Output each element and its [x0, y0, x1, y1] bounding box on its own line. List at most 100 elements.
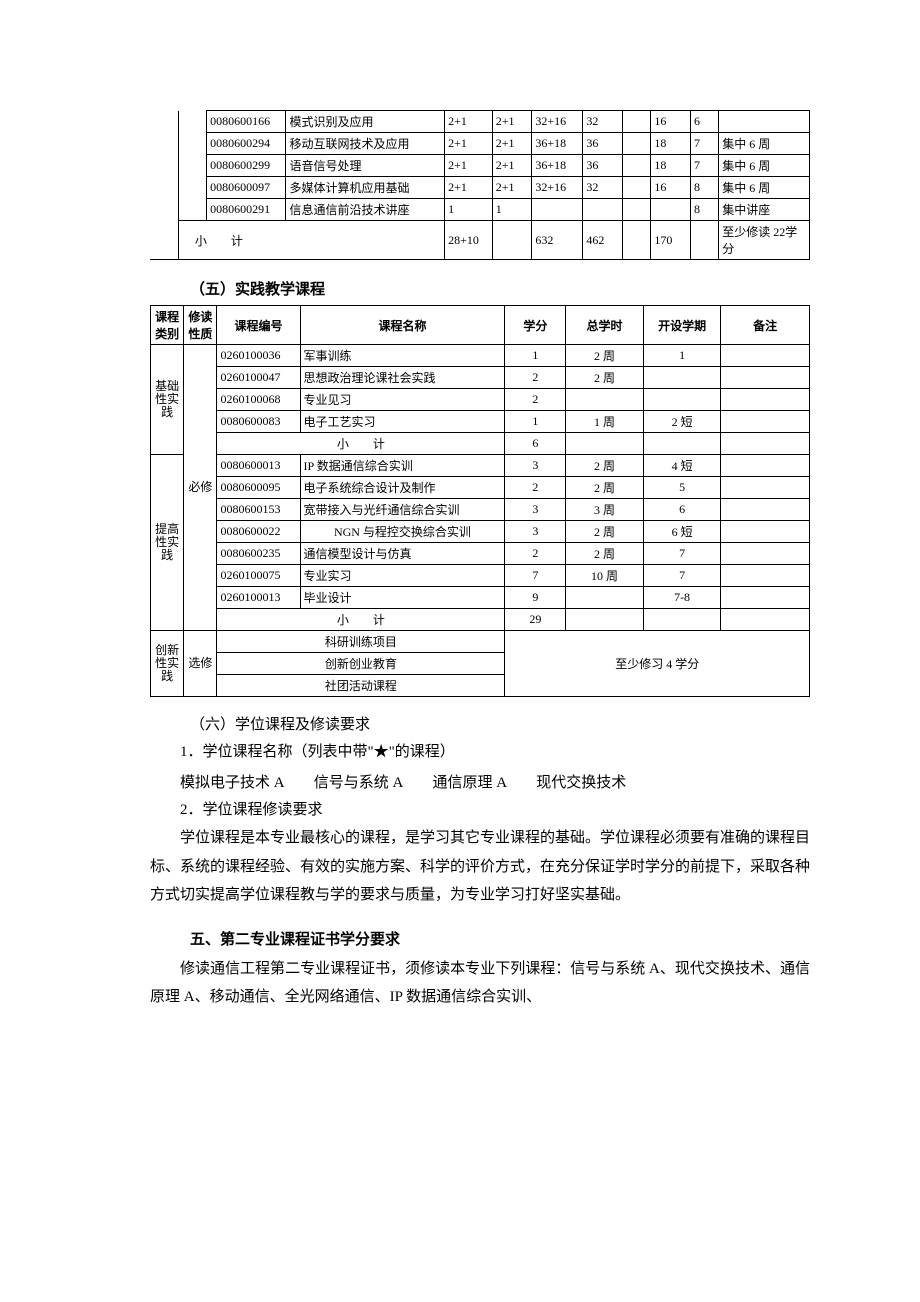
cell: 1 — [505, 411, 566, 433]
cell — [532, 199, 583, 221]
cell: 28+10 — [445, 221, 493, 260]
th-term: 开设学期 — [643, 306, 721, 345]
cell: 2 周 — [566, 477, 644, 499]
table-row: 0260100068 专业见习 2 — [151, 389, 810, 411]
cell-note: 集中 6 周 — [719, 177, 810, 199]
cell — [643, 609, 721, 631]
cell: 2 周 — [566, 367, 644, 389]
table-row: 0080600153 宽带接入与光纤通信综合实训 3 3 周 6 — [151, 499, 810, 521]
cell: 2 周 — [566, 345, 644, 367]
cell-note — [719, 111, 810, 133]
cell-code: 0260100068 — [217, 389, 300, 411]
cell-code: 0080600294 — [207, 133, 286, 155]
cell-code: 0080600013 — [217, 455, 300, 477]
cell: 1 周 — [566, 411, 644, 433]
cell: 36+18 — [532, 155, 583, 177]
cell: 6 — [643, 499, 721, 521]
cell: 16 — [651, 177, 691, 199]
category-advanced: 提高性实践 — [151, 455, 184, 631]
table-row: 0080600095 电子系统综合设计及制作 2 2 周 5 — [151, 477, 810, 499]
cell-code: 0260100047 — [217, 367, 300, 389]
cell: 7 — [690, 133, 718, 155]
cell: 3 — [505, 455, 566, 477]
cell-name: 思想政治理论课社会实践 — [300, 367, 505, 389]
cell: 36 — [583, 133, 623, 155]
subtotal-row: 小 计 28+10 632 462 170 至少修读 22学分 — [150, 221, 810, 260]
cell-name: 多媒体计算机应用基础 — [286, 177, 445, 199]
innov-item: 创新创业教育 — [217, 653, 505, 675]
cell: 3 — [505, 499, 566, 521]
cell-name: 电子工艺实习 — [300, 411, 505, 433]
cell-code: 0080600022 — [217, 521, 300, 543]
cell-name: 通信模型设计与仿真 — [300, 543, 505, 565]
cell-code: 0080600299 — [207, 155, 286, 177]
table-row: 0260100075 专业实习 7 10 周 7 — [151, 565, 810, 587]
item-1-title: 1．学位课程名称（列表中带"★"的课程） — [150, 738, 810, 767]
subtotal-label: 小 计 — [217, 609, 505, 631]
cell — [643, 433, 721, 455]
cell — [721, 565, 810, 587]
cell-name: 专业实习 — [300, 565, 505, 587]
cell — [492, 221, 532, 260]
cell-name: 专业见习 — [300, 389, 505, 411]
degree-courses: 模拟电子技术 A 信号与系统 A 通信原理 A 现代交换技术 — [150, 771, 810, 792]
cell-name: 移动互联网技术及应用 — [286, 133, 445, 155]
cell: 2+1 — [445, 177, 493, 199]
cell-code: 0260100036 — [217, 345, 300, 367]
cell — [721, 433, 810, 455]
cell-code: 0080600235 — [217, 543, 300, 565]
table-row: 基础性实践 必修 0260100036 军事训练 1 2 周 1 — [151, 345, 810, 367]
cell-note: 集中讲座 — [719, 199, 810, 221]
cell: 2+1 — [445, 155, 493, 177]
table-row: 0080600299 语音信号处理 2+1 2+1 36+18 36 18 7 … — [150, 155, 810, 177]
cell-name: 信息通信前沿技术讲座 — [286, 199, 445, 221]
cell: 1 — [492, 199, 532, 221]
cell: 2+1 — [492, 133, 532, 155]
cell-note: 集中 6 周 — [719, 133, 810, 155]
subtotal-label: 小 计 — [178, 221, 444, 260]
cell: 6 — [505, 433, 566, 455]
section-title-6: （六）学位课程及修读要求 — [190, 713, 810, 734]
cell: 1 — [505, 345, 566, 367]
cell-code: 0080600153 — [217, 499, 300, 521]
cell: 2+1 — [445, 111, 493, 133]
cell: 6 短 — [643, 521, 721, 543]
cell-name: 军事训练 — [300, 345, 505, 367]
category-basic: 基础性实践 — [151, 345, 184, 455]
nature-elective: 选修 — [184, 631, 217, 697]
th-cat: 课程类别 — [151, 306, 184, 345]
cell: 2 周 — [566, 455, 644, 477]
cell: 2 短 — [643, 411, 721, 433]
cell: 2 — [505, 543, 566, 565]
th-code: 课程编号 — [217, 306, 300, 345]
cell: 36+18 — [532, 133, 583, 155]
th-credit: 学分 — [505, 306, 566, 345]
cell: 8 — [690, 177, 718, 199]
cell — [622, 111, 650, 133]
cell-name: 模式识别及应用 — [286, 111, 445, 133]
cell-code: 0260100075 — [217, 565, 300, 587]
cell: 18 — [651, 133, 691, 155]
innov-note: 至少修习 4 学分 — [505, 631, 810, 697]
cell: 2+1 — [492, 155, 532, 177]
cell-name: 宽带接入与光纤通信综合实训 — [300, 499, 505, 521]
cell — [622, 177, 650, 199]
cell — [721, 609, 810, 631]
cell — [721, 521, 810, 543]
subtotal-row: 小 计 29 — [151, 609, 810, 631]
cell: 8 — [690, 199, 718, 221]
cell-code: 0080600166 — [207, 111, 286, 133]
cell-name: 语音信号处理 — [286, 155, 445, 177]
cell: 32+16 — [532, 111, 583, 133]
cell — [643, 389, 721, 411]
cell: 2+1 — [492, 177, 532, 199]
cell — [690, 221, 718, 260]
cell — [721, 367, 810, 389]
cell: 16 — [651, 111, 691, 133]
cell: 7-8 — [643, 587, 721, 609]
cell: 2 — [505, 389, 566, 411]
cell: 2 周 — [566, 543, 644, 565]
cell — [721, 411, 810, 433]
cell: 29 — [505, 609, 566, 631]
cell — [622, 221, 650, 260]
